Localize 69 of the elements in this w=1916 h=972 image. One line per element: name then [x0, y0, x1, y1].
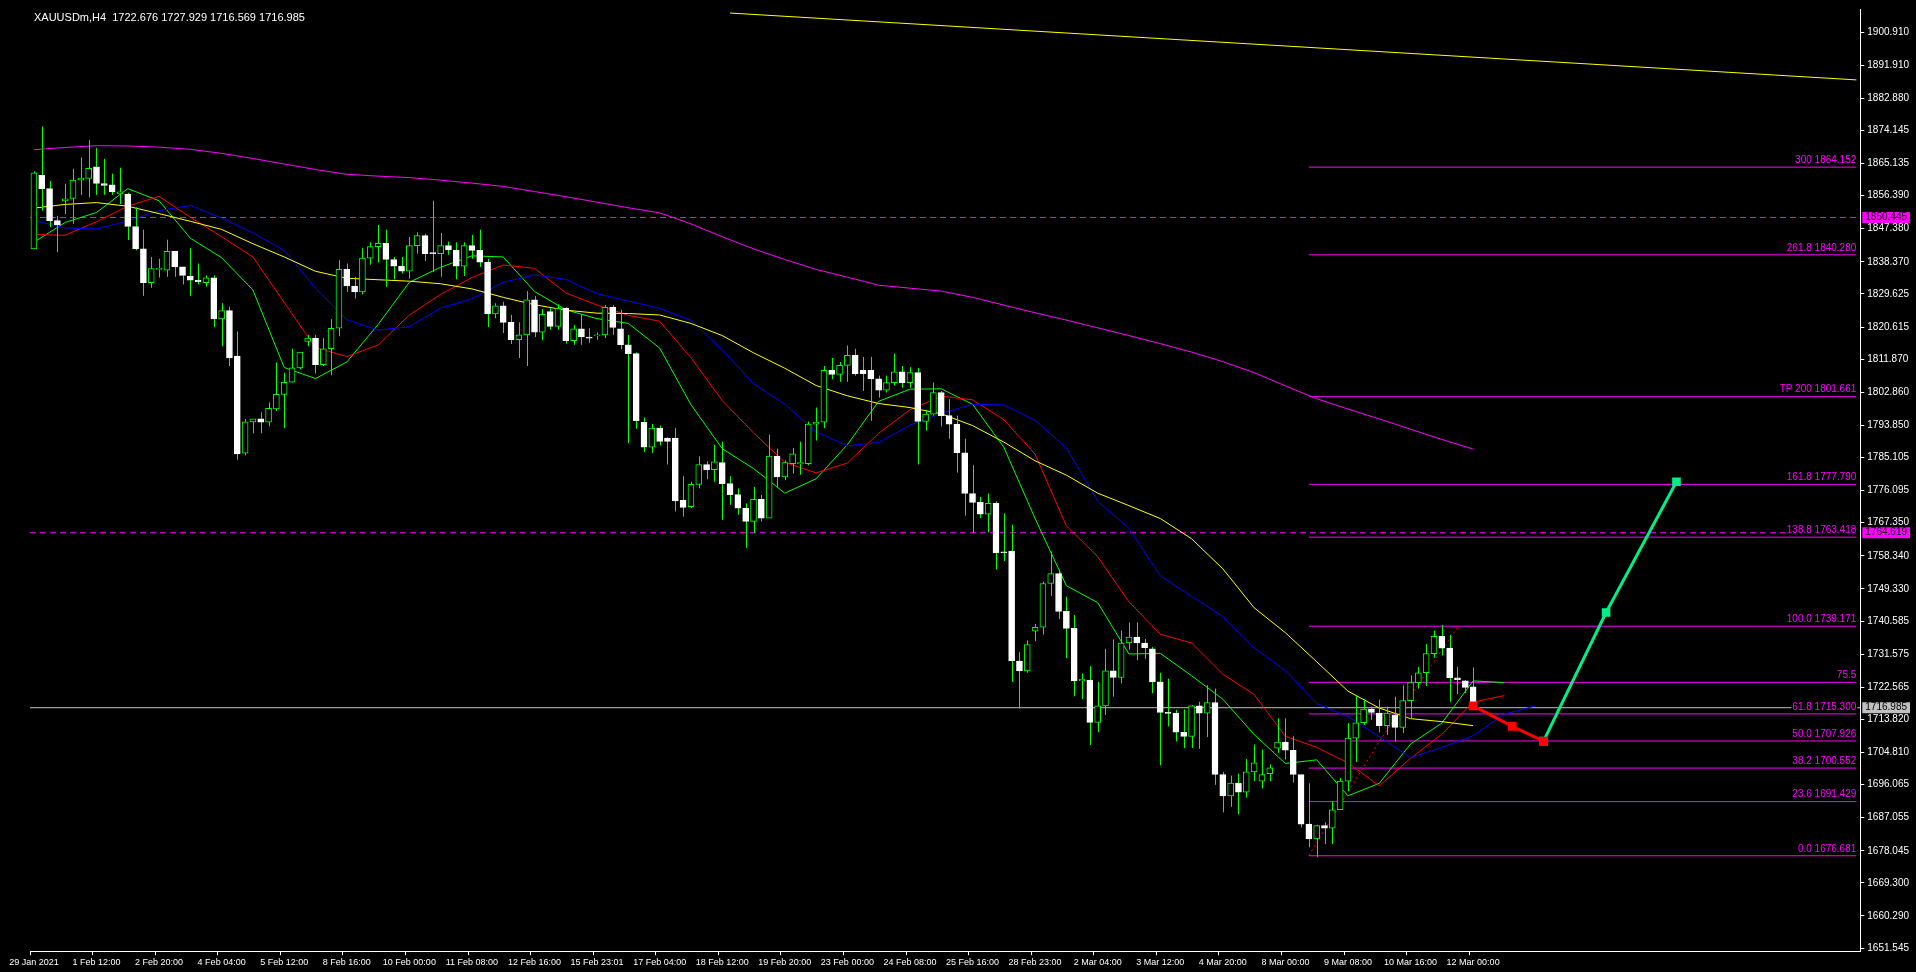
y-tick-label: 1678.045: [1867, 844, 1910, 856]
annotation: 50.0 1707.926: [1792, 727, 1857, 739]
y-tick-label: 1811.870: [1867, 352, 1909, 364]
y-tick-label: 1882.880: [1867, 92, 1910, 104]
y-tick-label: 1731.575: [1867, 647, 1910, 659]
x-tick-label: 29 Jan 2021: [9, 957, 59, 968]
y-tick-label: 1900.910: [1867, 25, 1910, 37]
x-tick-label: 8 Mar 00:00: [1261, 957, 1310, 968]
y-tick-label: 1874.145: [1867, 124, 1910, 136]
annotation: 161.8 1777.790: [1786, 471, 1857, 483]
y-tick-label: 1829.625: [1867, 287, 1910, 299]
y-tick-label: 1651.545: [1867, 941, 1910, 953]
y-tick-label: 1758.340: [1867, 549, 1910, 561]
y-tick-label: 1767.350: [1867, 516, 1910, 528]
y-tick-label: 1865.135: [1867, 157, 1910, 169]
x-tick-label: 1 Feb 12:00: [72, 957, 121, 968]
y-tick-label: 1802.860: [1867, 386, 1910, 398]
ref-line-label: 1850.445: [1865, 211, 1908, 223]
annotation: 38.2 1700.552: [1792, 754, 1857, 766]
y-tick-label: 1713.820: [1867, 713, 1910, 725]
x-tick-label: 10 Feb 00:00: [382, 957, 436, 968]
ref-line-label: 1764.619: [1865, 526, 1908, 538]
y-tick-label: 1696.065: [1867, 778, 1910, 790]
x-tick-label: 5 Feb 12:00: [260, 957, 309, 968]
annotation: 0.0 1676.681: [1797, 842, 1857, 854]
x-tick-label: 3 Mar 12:00: [1136, 957, 1185, 968]
x-tick-label: 2 Feb 20:00: [135, 957, 184, 968]
x-tick-label: 19 Feb 20:00: [758, 957, 812, 968]
annotation: 100.0 1739.171: [1786, 612, 1857, 624]
x-tick-label: 4 Mar 20:00: [1198, 957, 1247, 968]
x-tick-label: 2 Mar 04:00: [1073, 957, 1122, 968]
x-tick-label: 12 Mar 00:00: [1446, 957, 1500, 968]
annotation: TP 200 1801.661: [1779, 383, 1857, 395]
chart-title: XAUUSDm,H4 1722.676 1727.929 1716.569 1716.985: [34, 10, 305, 23]
x-tick-label: 18 Feb 12:00: [695, 957, 749, 968]
x-tick-label: 25 Feb 16:00: [946, 957, 1000, 968]
x-tick-label: 4 Feb 04:00: [197, 957, 246, 968]
y-tick-label: 1856.390: [1867, 189, 1910, 201]
annotation: 300 1864.152: [1795, 153, 1857, 165]
x-tick-label: 15 Feb 23:01: [570, 957, 624, 968]
x-tick-label: 17 Feb 04:00: [633, 957, 687, 968]
y-tick-label: 1669.300: [1867, 876, 1910, 888]
x-tick-label: 12 Feb 16:00: [507, 957, 562, 968]
y-tick-label: 1704.810: [1867, 746, 1910, 758]
y-tick-label: 1793.850: [1867, 419, 1910, 431]
annotation: 23.6 1691.429: [1792, 788, 1857, 800]
x-tick-label: 9 Mar 08:00: [1323, 957, 1372, 968]
y-tick-label: 1785.105: [1867, 451, 1910, 463]
x-tick-label: 24 Feb 08:00: [883, 957, 937, 968]
y-tick-label: 1838.370: [1867, 255, 1910, 267]
ref-line-label: 1716.985: [1865, 701, 1908, 713]
y-tick-label: 1660.290: [1867, 909, 1910, 921]
annotation: 75.5: [1836, 669, 1857, 681]
y-tick-label: 1740.585: [1867, 614, 1910, 626]
annotation: 61.8 1715.300: [1792, 700, 1857, 712]
y-tick-label: 1749.330: [1867, 582, 1910, 594]
y-tick-label: 1847.380: [1867, 222, 1910, 234]
y-tick-label: 1687.055: [1867, 811, 1910, 823]
x-tick-label: 28 Feb 23:00: [1008, 957, 1062, 968]
annotation: 138.8 1763.418: [1786, 523, 1857, 535]
x-tick-label: 10 Mar 16:00: [1384, 957, 1438, 968]
x-tick-label: 8 Feb 16:00: [322, 957, 371, 968]
x-tick-label: 11 Feb 08:00: [445, 957, 499, 968]
y-tick-label: 1891.910: [1867, 58, 1910, 70]
y-tick-label: 1776.095: [1867, 484, 1910, 496]
y-tick-label: 1820.615: [1867, 320, 1910, 332]
x-tick-label: 23 Feb 00:00: [820, 957, 874, 968]
annotation: 261.8 1840.280: [1786, 241, 1857, 253]
y-tick-label: 1722.565: [1867, 680, 1910, 692]
